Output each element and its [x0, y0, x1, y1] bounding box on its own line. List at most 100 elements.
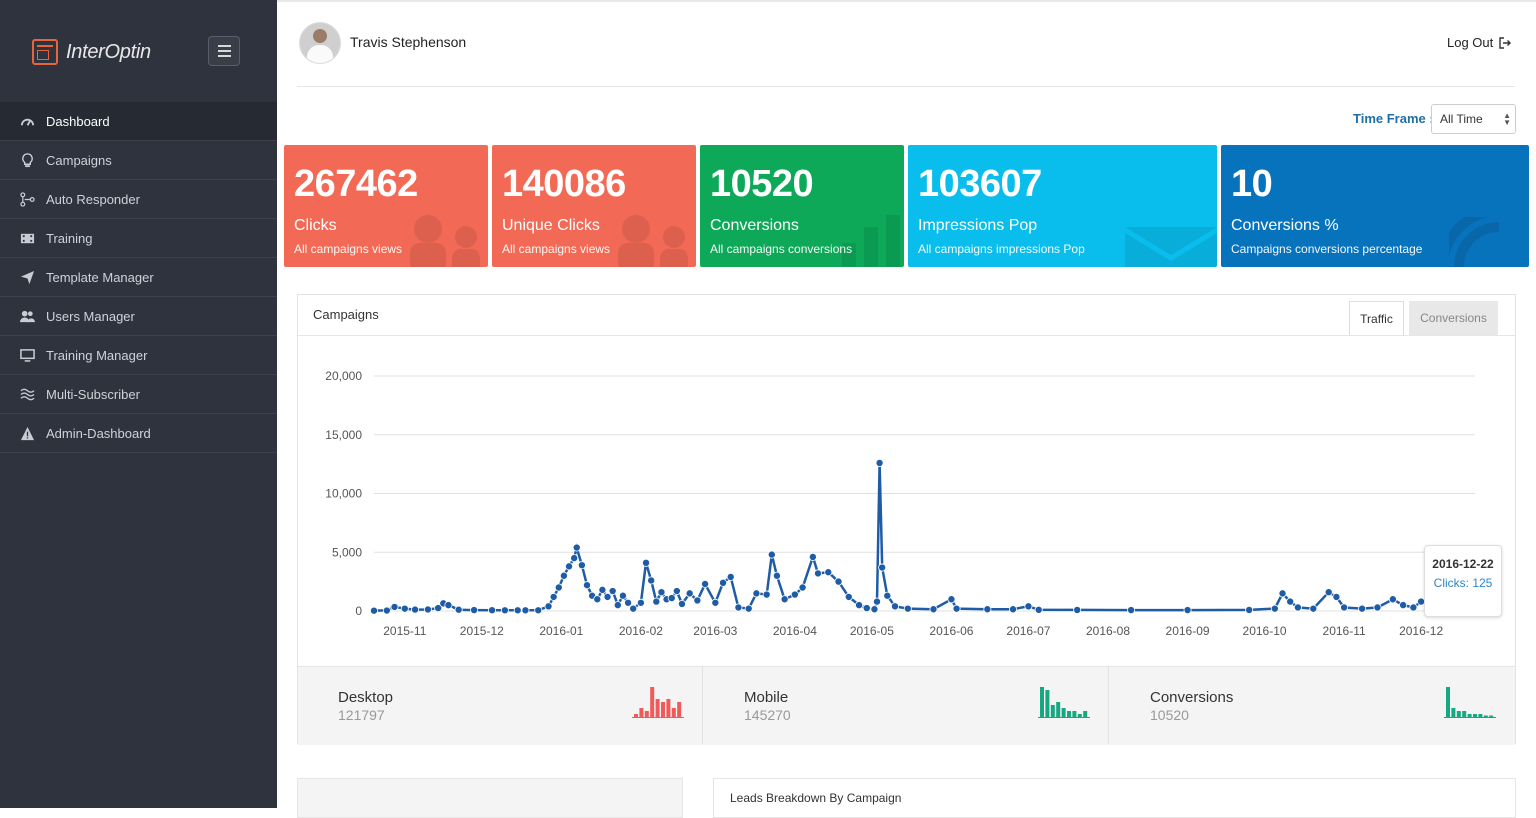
- data-point[interactable]: [624, 598, 633, 607]
- sidebar-item-training[interactable]: Training: [0, 219, 277, 258]
- hamburger-menu-button[interactable]: [208, 36, 240, 66]
- sidebar-item-campaigns[interactable]: Campaigns: [0, 141, 277, 180]
- data-point[interactable]: [521, 606, 530, 615]
- sidebar-item-dashboard[interactable]: Dashboard: [0, 102, 277, 141]
- data-point[interactable]: [808, 552, 817, 561]
- data-point[interactable]: [636, 598, 645, 607]
- data-point[interactable]: [423, 605, 432, 614]
- data-point[interactable]: [608, 587, 617, 596]
- data-point[interactable]: [583, 581, 592, 590]
- data-point[interactable]: [780, 595, 789, 604]
- data-point[interactable]: [657, 588, 666, 597]
- data-point[interactable]: [1245, 605, 1254, 614]
- tab-traffic[interactable]: Traffic: [1349, 301, 1404, 335]
- data-point[interactable]: [593, 595, 602, 604]
- data-point[interactable]: [1373, 603, 1382, 612]
- data-point[interactable]: [470, 606, 479, 615]
- stat-card-unique-clicks[interactable]: 140086 Unique Clicks All campaigns views: [492, 145, 696, 267]
- data-point[interactable]: [1293, 603, 1302, 612]
- data-point[interactable]: [947, 595, 956, 604]
- data-point[interactable]: [434, 604, 443, 613]
- data-point[interactable]: [1399, 601, 1408, 610]
- data-point[interactable]: [554, 583, 563, 592]
- data-point[interactable]: [952, 604, 961, 613]
- data-point[interactable]: [1388, 595, 1397, 604]
- data-point[interactable]: [903, 604, 912, 613]
- data-point[interactable]: [685, 589, 694, 598]
- data-point[interactable]: [752, 589, 761, 598]
- data-point[interactable]: [400, 604, 409, 613]
- data-point[interactable]: [767, 550, 776, 559]
- data-point[interactable]: [744, 604, 753, 613]
- data-point[interactable]: [559, 571, 568, 580]
- sidebar-item-admin-dashboard[interactable]: Admin-Dashboard: [0, 414, 277, 453]
- data-point[interactable]: [549, 592, 558, 601]
- data-point[interactable]: [652, 597, 661, 606]
- data-point[interactable]: [1324, 588, 1333, 597]
- data-point[interactable]: [1073, 605, 1082, 614]
- stat-card-conversions[interactable]: 10520 Conversions All campaigns conversion…: [700, 145, 904, 267]
- data-point[interactable]: [544, 602, 553, 611]
- data-point[interactable]: [1034, 605, 1043, 614]
- data-point[interactable]: [647, 576, 656, 585]
- data-point[interactable]: [382, 606, 391, 615]
- avatar[interactable]: [299, 22, 341, 64]
- stat-card-conversions[interactable]: 10 Conversions % Campaigns conversions per…: [1221, 145, 1529, 267]
- data-point[interactable]: [444, 601, 453, 610]
- data-point[interactable]: [734, 603, 743, 612]
- data-point[interactable]: [929, 605, 938, 614]
- sidebar-item-template-manager[interactable]: Template Manager: [0, 258, 277, 297]
- data-point[interactable]: [500, 606, 509, 615]
- sidebar-item-multi-subscriber[interactable]: Multi-Subscriber: [0, 375, 277, 414]
- sidebar-item-users-manager[interactable]: Users Manager: [0, 297, 277, 336]
- brand-logo[interactable]: InterOptin: [32, 35, 151, 69]
- data-point[interactable]: [642, 558, 651, 567]
- data-point[interactable]: [1409, 603, 1418, 612]
- data-point[interactable]: [711, 598, 720, 607]
- data-point[interactable]: [570, 554, 579, 563]
- data-point[interactable]: [870, 605, 879, 614]
- logout-button[interactable]: Log Out: [1447, 35, 1512, 50]
- data-point[interactable]: [1332, 592, 1341, 601]
- data-point[interactable]: [454, 605, 463, 614]
- data-point[interactable]: [370, 606, 379, 615]
- data-point[interactable]: [1024, 602, 1033, 611]
- data-point[interactable]: [701, 579, 710, 588]
- data-point[interactable]: [772, 571, 781, 580]
- data-point[interactable]: [890, 602, 899, 611]
- data-point[interactable]: [824, 568, 833, 577]
- data-point[interactable]: [762, 590, 771, 599]
- data-point[interactable]: [672, 587, 681, 596]
- data-point[interactable]: [618, 591, 627, 600]
- data-point[interactable]: [1340, 603, 1349, 612]
- sidebar-item-training-manager[interactable]: Training Manager: [0, 336, 277, 375]
- data-point[interactable]: [790, 590, 799, 599]
- data-point[interactable]: [798, 583, 807, 592]
- data-point[interactable]: [1309, 604, 1318, 613]
- data-point[interactable]: [598, 585, 607, 594]
- data-point[interactable]: [834, 577, 843, 586]
- data-point[interactable]: [862, 604, 871, 613]
- data-point[interactable]: [719, 578, 728, 587]
- data-point[interactable]: [577, 561, 586, 570]
- data-point[interactable]: [411, 605, 420, 614]
- tab-conversions[interactable]: Conversions: [1409, 301, 1498, 335]
- data-point[interactable]: [534, 606, 543, 615]
- data-point[interactable]: [855, 601, 864, 610]
- sidebar-item-auto-responder[interactable]: Auto Responder: [0, 180, 277, 219]
- data-point[interactable]: [883, 591, 892, 600]
- data-point[interactable]: [693, 596, 702, 605]
- data-point[interactable]: [572, 543, 581, 552]
- data-point[interactable]: [1270, 604, 1279, 613]
- data-point[interactable]: [813, 569, 822, 578]
- data-point[interactable]: [677, 599, 686, 608]
- data-point[interactable]: [488, 606, 497, 615]
- data-point[interactable]: [629, 604, 638, 613]
- timeframe-select[interactable]: All Time ▲ ▼: [1431, 104, 1516, 134]
- data-point[interactable]: [603, 592, 612, 601]
- data-point[interactable]: [513, 606, 522, 615]
- data-point[interactable]: [613, 601, 622, 610]
- data-point[interactable]: [1286, 597, 1295, 606]
- data-point[interactable]: [1278, 589, 1287, 598]
- data-point[interactable]: [1127, 606, 1136, 615]
